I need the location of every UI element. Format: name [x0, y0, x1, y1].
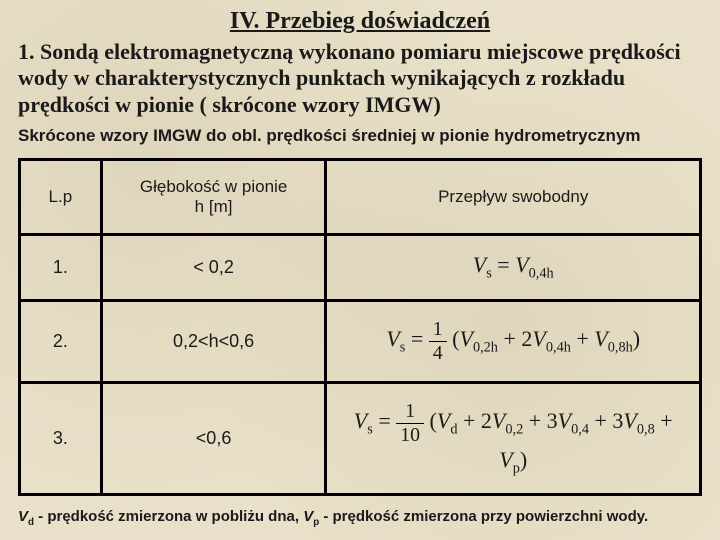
table-row: 3. <0,6 Vs = 110 (Vd + 2V0,2 + 3V0,4 + 3…	[20, 382, 701, 494]
section-title: IV. Przebieg doświadczeń	[18, 8, 702, 35]
header-depth: Głębokość w pionie h [m]	[101, 160, 326, 235]
footnote: Vd - prędkość zmierzona w pobliżu dna, V…	[18, 508, 702, 528]
table-row: 1. < 0,2 Vs = V0,4h	[20, 235, 701, 300]
cell-formula-1: Vs = V0,4h	[326, 235, 701, 300]
table-header-row: L.p Głębokość w pionie h [m] Przepływ sw…	[20, 160, 701, 235]
cell-formula-3: Vs = 110 (Vd + 2V0,2 + 3V0,4 + 3V0,8 + V…	[326, 382, 701, 494]
formulas-table: L.p Głębokość w pionie h [m] Przepływ sw…	[18, 158, 702, 496]
header-flow: Przepływ swobodny	[326, 160, 701, 235]
cell-lp: 3.	[20, 382, 102, 494]
table-row: 2. 0,2<h<0,6 Vs = 14 (V0,2h + 2V0,4h + V…	[20, 300, 701, 382]
cell-lp: 2.	[20, 300, 102, 382]
section-subtitle: 1. Sondą elektromagnetyczną wykonano pom…	[18, 39, 702, 118]
cell-depth: 0,2<h<0,6	[101, 300, 326, 382]
header-lp: L.p	[20, 160, 102, 235]
table-description: Skrócone wzory IMGW do obl. prędkości śr…	[18, 126, 702, 146]
cell-formula-2: Vs = 14 (V0,2h + 2V0,4h + V0,8h)	[326, 300, 701, 382]
cell-lp: 1.	[20, 235, 102, 300]
cell-depth: < 0,2	[101, 235, 326, 300]
cell-depth: <0,6	[101, 382, 326, 494]
